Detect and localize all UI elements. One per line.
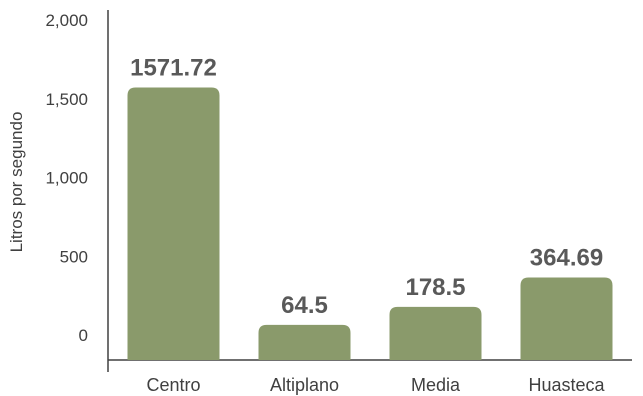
y-tick-label: 500 xyxy=(60,247,88,266)
y-axis-title: Litros por segundo xyxy=(7,112,26,253)
x-tick-label: Altiplano xyxy=(270,375,339,395)
y-tick-label: 1,000 xyxy=(45,169,88,188)
data-label: 1571.72 xyxy=(130,54,217,81)
bar-huasteca xyxy=(520,277,613,360)
x-axis: Centro Altiplano Media Huasteca xyxy=(108,359,632,395)
x-tick-label: Centro xyxy=(146,375,200,395)
y-axis: 0 500 1,000 1,500 2,000 xyxy=(45,10,109,372)
bar-altiplano xyxy=(258,324,351,360)
bar-media xyxy=(389,306,482,360)
x-tick-label: Media xyxy=(411,375,461,395)
data-label: 64.5 xyxy=(281,292,328,319)
data-label: 178.5 xyxy=(405,274,465,301)
bars: 1571.72 64.5 178.5 364.69 xyxy=(127,54,613,360)
y-tick-label: 2,000 xyxy=(45,11,88,30)
bar-centro xyxy=(127,87,220,360)
data-label: 364.69 xyxy=(530,245,603,272)
x-tick-label: Huasteca xyxy=(528,375,605,395)
y-tick-label: 0 xyxy=(79,326,88,345)
y-tick-label: 1,500 xyxy=(45,90,88,109)
